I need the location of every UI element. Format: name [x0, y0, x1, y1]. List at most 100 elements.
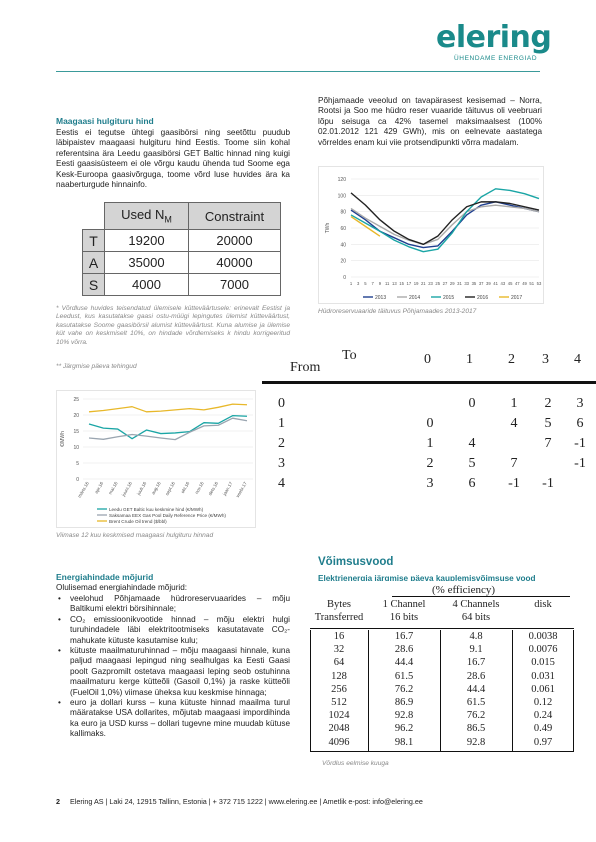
section-title-price-drivers: Energiahindade mõjurid [56, 572, 154, 582]
from-to-cell: 0 [468, 396, 476, 411]
price-ytick-label: 5 [76, 461, 79, 467]
efficiency-cell: 0.031 [531, 670, 555, 682]
price-xtick-label: okt.16 [180, 481, 191, 495]
hydro-ytick-label: 60 [340, 226, 346, 232]
from-to-cell: -1 [542, 476, 554, 491]
price-legend-label: Leedu GET Baltic kuu keskmine hind (€/MW… [109, 507, 204, 512]
price-xtick-label: märts.16 [77, 481, 90, 499]
hydro-chart-caption: Hüdroreservuaaride täituvus Põhjamaades … [318, 308, 477, 315]
efficiency-cell: 16.7 [466, 657, 486, 669]
hydro-xtick-label: 7 [372, 281, 375, 286]
hydro-xtick-label: 37 [479, 281, 484, 286]
hydro-intro-paragraph: Põhjamaade veeolud on tavapärasest kesis… [318, 96, 542, 147]
efficiency-bottom-rule [310, 751, 574, 752]
table-row: 32 28.6 9.1 0.0076 [310, 643, 574, 656]
hydro-xtick-label: 53 [537, 281, 542, 286]
eff-vline [440, 630, 441, 752]
list-item: CO₂ emissioonikvootide hinnad – mõju ele… [56, 615, 290, 646]
hydro-series-line-2017 [350, 215, 381, 237]
table-row: T 19200 20000 [82, 229, 281, 252]
from-to-divider [262, 381, 596, 384]
efficiency-cell: 0.49 [533, 723, 553, 735]
efficiency-cell: 128 [331, 670, 347, 682]
price-xtick-label: apr.16 [94, 481, 105, 495]
gas-price-chart: 0 5 10 15 20 25 €/MWh märts.16 apr.16 mai.16 juuni… [60, 397, 253, 524]
from-to-cell: 2 [544, 396, 552, 411]
price-legend-label: Brent Crude Oil trend ($/bbl) [109, 519, 167, 524]
from-to-cell: 0 [426, 416, 434, 431]
subheader-64-bits: 64 bits [461, 612, 491, 624]
efficiency-table-image: (% efficiency) Bytes 1 Channel 4 Channel… [306, 582, 576, 756]
from-to-cell: -1 [574, 436, 586, 451]
hydro-xtick-label: 51 [529, 281, 534, 286]
footnote-next-day: ** Järgmise päeva tehingud [56, 363, 137, 370]
hydro-xtick-label: 17 [407, 281, 412, 286]
table-row: 64 44.4 16.7 0.015 [310, 656, 574, 669]
hydro-series-line-2016 [350, 192, 540, 246]
hydro-ylabel: TWh [325, 223, 331, 234]
efficiency-cell: 16.7 [394, 631, 414, 643]
hydro-xtick-label: 21 [421, 281, 426, 286]
section-title-gas-price: Maagaasi hulgituru hind [56, 116, 154, 126]
hydro-xtick-label: 43 [501, 281, 506, 286]
from-to-cell: 6 [468, 476, 476, 491]
efficiency-cell: 9.1 [469, 644, 483, 656]
from-to-cell: 6 [576, 416, 584, 431]
eff-vline [368, 630, 369, 752]
hydro-xtick-label: 13 [392, 281, 397, 286]
from-to-cell: 3 [576, 396, 584, 411]
table-row: A 35000 40000 [82, 251, 281, 274]
price-ytick-label: 0 [76, 477, 79, 483]
price-xtick-label: mai.16 [108, 481, 119, 496]
eff-vline [512, 630, 513, 752]
hydro-xtick-label: 45 [508, 281, 513, 286]
hydro-xtick-label: 9 [379, 281, 382, 286]
from-to-col-header: 2 [508, 352, 515, 367]
eff-vline [573, 630, 574, 752]
efficiency-cell: 98.1 [394, 736, 414, 748]
price-ytick-label: 20 [73, 413, 79, 419]
table-row: 1024 92.8 76.2 0.24 [310, 709, 574, 722]
hydro-xtick-label: 39 [486, 281, 491, 286]
efficiency-cell: 0.015 [531, 657, 555, 669]
from-to-body: 0 0 1 2 3 1 0 4 5 6 2 1 4 7 -1 3 2 5 7 -1 4 3 6 -1 -1 [262, 384, 596, 512]
efficiency-cell: 1024 [328, 710, 350, 722]
hydro-ytick-label: 0 [343, 275, 346, 281]
hydro-xtick-label: 23 [428, 281, 433, 286]
efficiency-cell: 44.4 [394, 657, 414, 669]
efficiency-table: Bytes 1 Channel 4 Channels disk Transfer… [310, 598, 574, 624]
from-to-row-label: 1 [278, 416, 285, 431]
table-row: 256 76.2 44.4 0.061 [310, 683, 574, 696]
efficiency-cell: 2048 [328, 723, 350, 735]
row-label: A [82, 251, 105, 274]
row-label: S [82, 273, 105, 296]
section-title-capacity-flows: Võimsusvood [318, 556, 394, 568]
to-label: To [342, 348, 357, 363]
efficiency-cell: 0.24 [533, 710, 553, 722]
header-4-channels: 4 Channels [452, 599, 500, 611]
constraint-value: 20000 [188, 229, 281, 252]
elering-logo: elering [436, 20, 552, 55]
hydro-xtick-label: 33 [464, 281, 469, 286]
footer-contact[interactable]: Elering AS | Laki 24, 12915 Tallinn, Est… [70, 797, 423, 806]
hydro-xtick-label: 1 [350, 281, 353, 286]
list-item: veelohud Põhjamaade hüdroreservuaarides … [56, 594, 290, 615]
constraint-value: 40000 [188, 251, 281, 274]
price-xtick-label: veebr.17 [235, 481, 248, 499]
capacity-flows-subtitle: Elektrienergia järgmise päeva kauplemisv… [318, 574, 536, 581]
price-xtick-label: juuli.16 [135, 481, 147, 497]
constraint-value: 7000 [188, 273, 281, 296]
efficiency-cell: 92.8 [466, 736, 486, 748]
from-to-cell: 5 [544, 416, 552, 431]
hydro-xtick-label: 41 [493, 281, 498, 286]
efficiency-title: (% efficiency) [432, 584, 496, 596]
subheader-empty [512, 611, 574, 624]
header-rule [56, 71, 540, 72]
from-to-row-label: 3 [278, 456, 285, 471]
list-item: euro ja dollari kurss – kuna kütuste hin… [56, 698, 290, 740]
efficiency-cell: 4096 [328, 736, 350, 748]
from-to-cell: -1 [508, 476, 520, 491]
efficiency-cell: 28.6 [394, 644, 414, 656]
price-series-line [88, 414, 248, 440]
efficiency-cell: 0.061 [531, 683, 555, 695]
